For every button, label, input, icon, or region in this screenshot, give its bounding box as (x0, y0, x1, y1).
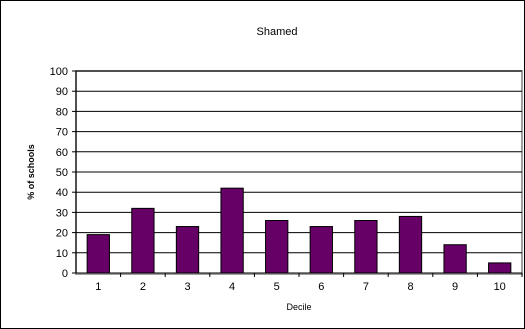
x-tick-label: 4 (229, 281, 235, 293)
y-tick-label: 50 (56, 167, 68, 179)
x-tick-label: 8 (407, 281, 413, 293)
x-tick-label: 5 (274, 281, 280, 293)
y-tick-label: 70 (56, 127, 68, 139)
x-tick-label: 2 (140, 281, 146, 293)
bar-decile-8 (398, 215, 423, 274)
gridlines (76, 70, 522, 254)
bars (86, 187, 512, 274)
y-axis-ticks: 0 10 20 30 40 50 60 70 80 90 100 (50, 66, 76, 280)
x-tick-label: 10 (494, 281, 506, 293)
y-tick-label: 30 (56, 207, 68, 219)
x-tick-label: 3 (184, 281, 190, 293)
bar-decile-4 (220, 187, 244, 274)
x-tick-label: 9 (452, 281, 458, 293)
y-axis-label: % of schools (26, 144, 36, 200)
y-tick-label: 0 (62, 268, 68, 280)
x-axis-ticks: 1 2 3 4 5 6 7 8 9 10 (95, 273, 523, 293)
bar-decile-1 (86, 234, 110, 274)
bar-decile-3 (175, 226, 200, 274)
bar-decile-9 (443, 244, 467, 274)
x-tick-label: 6 (318, 281, 324, 293)
bar-decile-10 (488, 262, 512, 274)
x-tick-label: 1 (95, 281, 101, 293)
y-tick-label: 80 (56, 106, 68, 118)
y-tick-label: 10 (56, 248, 68, 260)
bar-decile-7 (354, 219, 378, 274)
y-tick-label: 60 (56, 147, 68, 159)
bar-decile-5 (265, 219, 289, 274)
y-tick-label: 90 (56, 86, 68, 98)
chart-title: Shamed (257, 26, 298, 38)
bar-decile-6 (309, 226, 333, 274)
y-tick-label: 20 (56, 228, 68, 240)
y-tick-label: 40 (56, 187, 68, 199)
bar-decile-2 (131, 207, 155, 274)
y-tick-label: 100 (50, 66, 68, 78)
x-axis-label: Decile (286, 302, 311, 312)
x-tick-label: 7 (363, 281, 369, 293)
